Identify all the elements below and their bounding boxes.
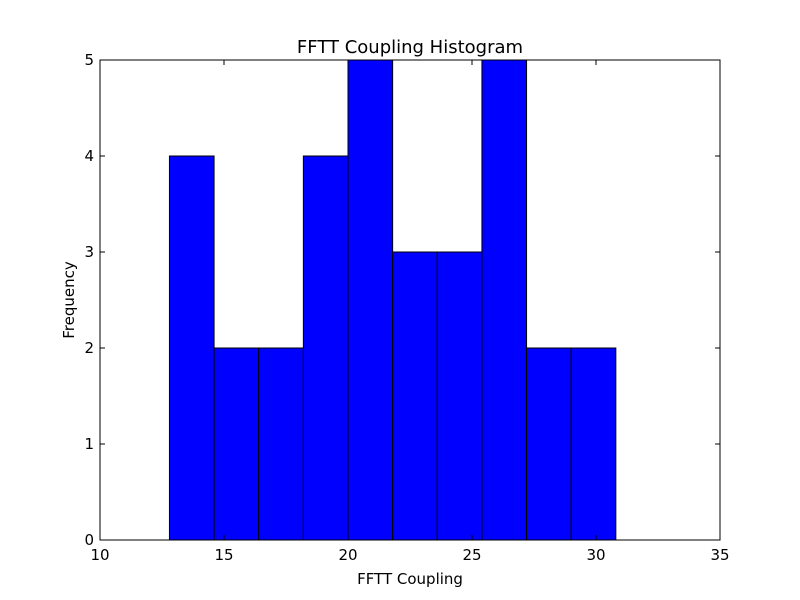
- y-tick-label: 3: [84, 243, 94, 261]
- x-tick-label: 20: [338, 546, 357, 564]
- x-ticks-group: 10 15 20 25 30 35: [90, 60, 730, 564]
- y-tick-label: 4: [84, 147, 94, 165]
- histogram-bar: [481, 59, 528, 541]
- y-tick-label: 0: [84, 531, 94, 549]
- y-axis-label: Frequency: [60, 261, 78, 339]
- histogram-bar: [392, 251, 438, 541]
- y-tick-label: 5: [84, 51, 94, 69]
- plot-frame: [99, 59, 721, 541]
- histogram-bar: [168, 155, 215, 541]
- histogram-bar: [570, 347, 617, 541]
- histogram-bar: [302, 155, 349, 541]
- y-tick-label: 2: [84, 339, 94, 357]
- histogram-bar: [258, 347, 304, 541]
- x-tick-label: 30: [586, 546, 605, 564]
- y-ticks-group: 0 1 2 3 4 5: [84, 51, 720, 549]
- histogram-bar: [347, 59, 394, 541]
- y-tick-label: 1: [84, 435, 94, 453]
- histogram-bar: [526, 347, 572, 541]
- x-axis-label: FFTT Coupling: [357, 570, 463, 588]
- x-tick-label: 35: [710, 546, 729, 564]
- bars-group: [168, 59, 617, 541]
- x-tick-label: 25: [462, 546, 481, 564]
- chart-title: FFTT Coupling Histogram: [297, 37, 523, 58]
- histogram-bar: [436, 251, 483, 541]
- histogram-bar: [213, 347, 260, 541]
- x-tick-label: 15: [214, 546, 233, 564]
- x-tick-label: 10: [90, 546, 109, 564]
